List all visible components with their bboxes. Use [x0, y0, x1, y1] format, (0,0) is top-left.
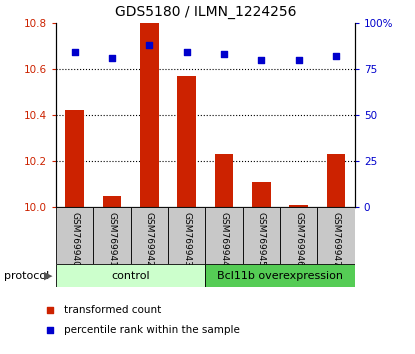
Bar [205, 264, 355, 287]
Text: GSM769947: GSM769947 [332, 212, 341, 267]
Text: control: control [111, 270, 150, 281]
Bar [140, 23, 159, 207]
Bar [205, 207, 243, 264]
Text: GSM769943: GSM769943 [182, 212, 191, 267]
Text: transformed count: transformed count [64, 305, 161, 315]
Bar [168, 207, 205, 264]
Bar [215, 154, 233, 207]
Text: GSM769942: GSM769942 [145, 212, 154, 266]
Text: GSM769945: GSM769945 [257, 212, 266, 267]
Point [258, 57, 265, 63]
Text: GSM769941: GSM769941 [107, 212, 117, 267]
Text: protocol: protocol [4, 270, 49, 281]
Point [46, 328, 53, 333]
Bar [93, 207, 131, 264]
Point [183, 50, 190, 55]
Text: GSM769946: GSM769946 [294, 212, 303, 267]
Bar [131, 207, 168, 264]
Point [221, 51, 227, 57]
Bar [56, 207, 93, 264]
Bar [243, 207, 280, 264]
Bar [317, 207, 355, 264]
Bar [178, 76, 196, 207]
Point [333, 53, 339, 59]
Bar [290, 205, 308, 207]
Text: Bcl11b overexpression: Bcl11b overexpression [217, 270, 343, 281]
Bar [66, 110, 84, 207]
Text: ▶: ▶ [44, 270, 52, 281]
Bar [252, 182, 271, 207]
Text: GSM769940: GSM769940 [70, 212, 79, 267]
Point [146, 42, 153, 48]
Point [71, 50, 78, 55]
Point [109, 55, 115, 61]
Bar [56, 264, 205, 287]
Text: percentile rank within the sample: percentile rank within the sample [64, 325, 240, 336]
Title: GDS5180 / ILMN_1224256: GDS5180 / ILMN_1224256 [115, 5, 296, 19]
Text: GSM769944: GSM769944 [220, 212, 229, 266]
Bar [280, 207, 317, 264]
Bar [327, 154, 345, 207]
Point [295, 57, 302, 63]
Point [46, 307, 53, 313]
Bar [103, 195, 122, 207]
